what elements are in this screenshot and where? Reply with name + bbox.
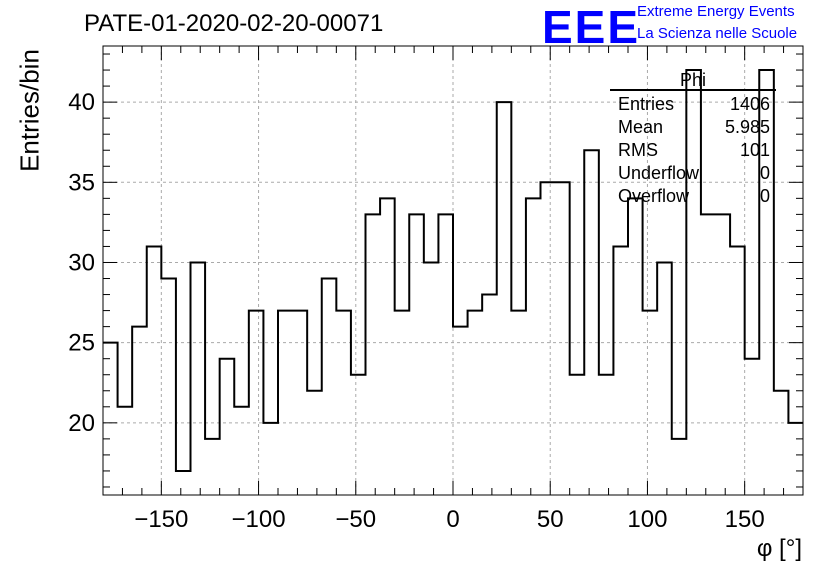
- y-tick-label: 25: [68, 330, 95, 357]
- y-tick-label: 40: [68, 89, 95, 116]
- x-axis-label: φ [°]: [756, 535, 802, 562]
- stats-value: 0: [759, 186, 770, 206]
- stats-value: 101: [739, 140, 770, 160]
- histogram-outline: [103, 69, 803, 472]
- stats-key: Overflow: [618, 186, 690, 206]
- x-tick-label: 100: [627, 506, 667, 533]
- stats-key: Entries: [618, 94, 675, 114]
- stats-value: 5.985: [724, 117, 770, 137]
- x-tick-label: 150: [725, 506, 765, 533]
- chart-title: PATE-01-2020-02-20-00071: [84, 10, 384, 37]
- logo-line-2: La Scienza nelle Scuole: [637, 25, 798, 42]
- x-tick-label: 50: [537, 506, 564, 533]
- x-tick-label: −150: [134, 506, 188, 533]
- eee-logo-mark: EEE: [542, 1, 641, 53]
- logo-line-1: Extreme Energy Events: [637, 3, 795, 20]
- x-tick-label: 0: [446, 506, 459, 533]
- y-tick-label: 20: [68, 410, 95, 437]
- y-tick-label: 30: [68, 249, 95, 276]
- stats-value: 1406: [729, 94, 770, 114]
- y-axis-label: Entries/bin: [14, 49, 45, 172]
- stats-value: 0: [759, 163, 770, 183]
- stats-key: Mean: [618, 117, 664, 137]
- y-tick-label: 35: [68, 169, 95, 196]
- stats-key: Underflow: [618, 163, 700, 183]
- x-tick-label: −50: [335, 506, 376, 533]
- stats-box-title: Phi: [679, 70, 706, 90]
- stats-key: RMS: [618, 140, 658, 160]
- x-tick-label: −100: [232, 506, 286, 533]
